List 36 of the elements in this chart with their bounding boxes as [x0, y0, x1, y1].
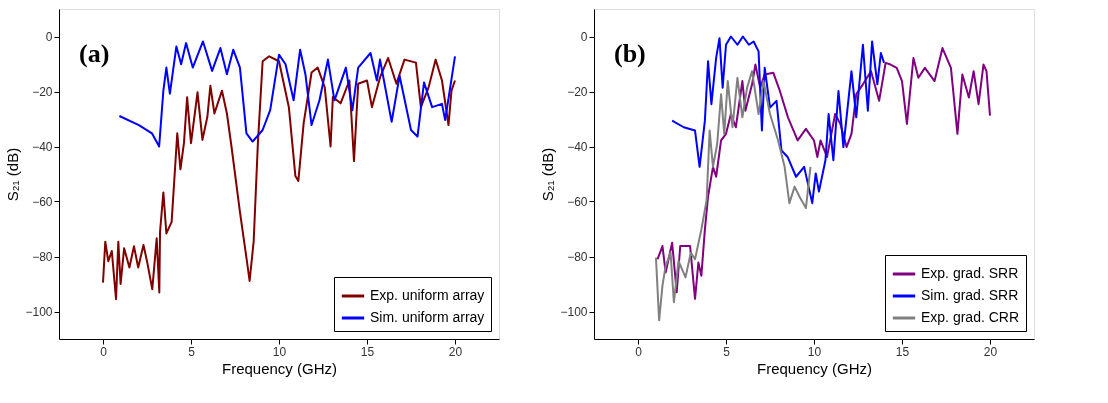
x-axis-title: Frequency (GHz) — [756, 359, 873, 377]
line-series — [671, 35, 886, 205]
x-tick-label: 15 — [360, 344, 375, 359]
x-tick-label: 5 — [188, 344, 196, 359]
x-tick-label: 5 — [723, 344, 731, 359]
y-axis-title: S₂₁ (dB) — [539, 147, 557, 202]
line-series — [118, 40, 456, 148]
y-axis-title: S₂₁ (dB) — [4, 147, 22, 202]
y-tick-label: −20 — [32, 85, 53, 99]
x-tick-label: 20 — [983, 344, 998, 359]
legend-label: Exp. uniform array — [370, 287, 485, 303]
y-tick-label: 0 — [45, 30, 53, 44]
legend-label: Exp. grad. SRR — [921, 265, 1019, 281]
y-tick-label: −80 — [32, 250, 53, 264]
legend-label: Sim. uniform array — [370, 309, 485, 325]
y-tick-label: −40 — [32, 140, 53, 154]
y-tick-label: −60 — [32, 195, 53, 209]
x-tick-label: 10 — [272, 344, 287, 359]
y-tick-label: −100 — [560, 305, 588, 319]
line-series — [654, 70, 812, 322]
annotation: (b) — [614, 39, 646, 68]
x-tick-label: 0 — [635, 344, 643, 359]
x-tick-label: 10 — [807, 344, 822, 359]
y-tick-label: −20 — [567, 85, 588, 99]
y-tick-label: −100 — [25, 305, 53, 319]
y-tick-label: −60 — [567, 195, 588, 209]
y-tick-label: −80 — [567, 250, 588, 264]
legend-label: Exp. grad. CRR — [921, 309, 1020, 325]
x-tick-label: 20 — [448, 344, 463, 359]
legend-label: Sim. grad. SRR — [921, 287, 1019, 303]
y-tick-label: −40 — [567, 140, 588, 154]
x-axis-title: Frequency (GHz) — [221, 359, 338, 377]
x-tick-label: 15 — [895, 344, 910, 359]
annotation: (a) — [79, 39, 110, 68]
y-tick-label: 0 — [580, 30, 588, 44]
x-tick-label: 0 — [100, 344, 108, 359]
